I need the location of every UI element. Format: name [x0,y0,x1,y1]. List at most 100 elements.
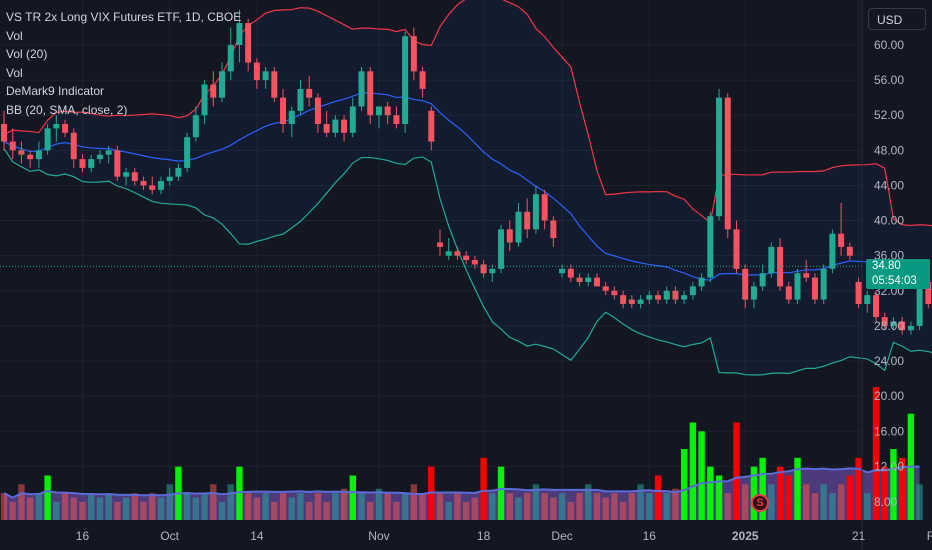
time-tick-label: Oct [160,529,179,543]
volume-bar [846,475,854,520]
candle-body [602,286,609,291]
price-tick-label: 12.00 [874,460,904,474]
volume-bar [654,475,662,520]
candle-body [123,172,130,177]
volume-bar [375,488,383,520]
candle-body [550,220,557,239]
volume-bar [680,449,688,520]
candle-body [794,273,801,300]
candle-body [454,251,461,256]
price-tick-label: 40.00 [874,214,904,228]
candle-body [742,268,749,300]
price-tick-label: 20.00 [874,389,904,403]
bollinger-basis-line [3,92,932,290]
volume-bar [131,493,138,520]
volume-bar [262,493,269,520]
candle-body [681,295,688,300]
volume-bar [384,493,391,520]
candle-body [515,211,522,243]
volume-bar [192,497,200,520]
candle-body [445,251,452,256]
legend-vol-20[interactable]: Vol (20) [6,47,48,61]
candle-body [393,115,400,124]
volume-bar [524,493,531,520]
volume-bar [829,493,836,520]
candle-body [402,36,409,124]
candle-body [611,290,618,296]
candle-body [855,282,862,304]
candle-body [419,71,426,89]
time-tick-label: 18 [477,529,491,543]
volume-ma-line [3,465,920,499]
candle-body [907,325,914,331]
legend-vol-2[interactable]: Vol [6,65,23,80]
candle-body [655,295,661,300]
volume-bar [140,502,147,520]
volume-bar [480,457,487,520]
candle-body [114,150,121,177]
time-tick-label: 16 [76,529,90,543]
split-event-badge[interactable]: S [751,494,769,512]
volume-bar [53,502,60,520]
legend-bollinger[interactable]: BB (20, SMA, close, 2) [6,102,128,117]
candle-body [471,260,478,265]
candle-body [785,286,792,300]
volume-bar [236,466,243,520]
volume-bar [454,493,461,520]
volume-bar [9,502,16,520]
volume-bar [872,387,880,520]
candle-body [646,295,653,300]
volume-bar [210,484,217,520]
volume-bar [803,484,810,520]
bollinger-lower-line [3,148,932,376]
volume-bar [794,457,801,520]
candle-body [358,71,365,107]
volume-bar [35,493,43,520]
volume-bar [733,422,740,520]
candle-body [820,268,827,300]
volume-bar [314,493,322,520]
candle-body [201,84,208,116]
volume-bar [149,493,156,520]
volume-bar [628,493,636,520]
candle-body [628,299,635,304]
candle-body [210,84,217,98]
candle-body [62,124,69,133]
volume-bar [576,493,583,520]
candle-body [838,233,845,247]
last-price-tag: 34.80 05:54:03 [866,259,930,289]
volume-bar [244,493,252,520]
legend-vol[interactable]: Vol [6,28,23,43]
candle-body [245,23,252,63]
volume-bar [401,493,409,520]
volume-bar [183,493,191,520]
candle-body [44,128,51,151]
volume-bar [367,502,374,520]
candle-body [35,150,42,160]
volume-bar [541,493,548,520]
candle-body [689,286,696,296]
time-tick-label: Nov [368,529,389,543]
volume-bar [88,493,95,520]
volume-bar [445,502,452,520]
volume-bar [166,484,173,520]
price-tick-label: 44.00 [874,178,904,192]
candle-body [541,194,548,221]
candle-body [463,255,470,261]
volume-bar [855,457,862,520]
legend-demark9[interactable]: DeMark9 Indicator [6,84,105,98]
candle-body [846,246,853,256]
price-tick-label: 56.00 [874,73,904,87]
candle-body [663,290,670,300]
candle-body [724,97,731,230]
candle-body [576,277,583,282]
candle-body [166,176,173,182]
volume-bar [218,502,226,520]
candle-body [227,45,234,72]
candle-body [890,321,897,326]
currency-selector[interactable]: USD [868,8,926,30]
volume-bar [332,493,339,520]
candle-body [559,268,566,274]
candle-body [532,194,539,230]
